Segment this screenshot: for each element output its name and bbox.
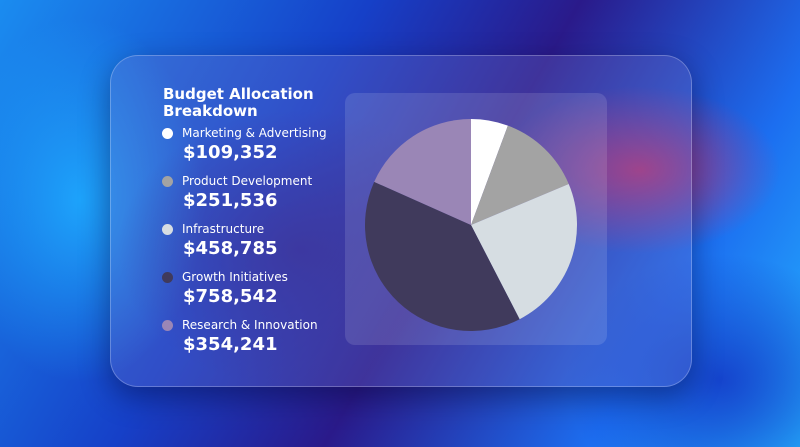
legend-marker bbox=[162, 224, 173, 235]
value-label: $251,536 bbox=[183, 190, 278, 211]
pie-slice bbox=[471, 183, 577, 320]
pie-slice bbox=[374, 119, 471, 225]
pie-slice bbox=[471, 125, 569, 225]
value-label: $458,785 bbox=[183, 238, 278, 259]
legend-label: Infrastructure bbox=[182, 222, 265, 236]
legend-label: Growth Initiatives bbox=[182, 270, 288, 284]
legend-marker bbox=[162, 272, 173, 283]
legend-marker bbox=[162, 176, 173, 187]
legend-label: Marketing & Advertising bbox=[182, 126, 327, 140]
pie-slice bbox=[365, 181, 520, 331]
legend-marker bbox=[162, 320, 173, 331]
pie-slice bbox=[471, 119, 508, 225]
legend-label: Research & Innovation bbox=[182, 318, 318, 332]
legend-label: Product Development bbox=[182, 174, 313, 188]
value-label: $109,352 bbox=[183, 142, 278, 163]
chart-title: Budget Allocation Breakdown bbox=[163, 85, 314, 120]
legend-marker bbox=[162, 128, 173, 139]
value-label: $758,542 bbox=[183, 286, 278, 307]
value-label: $354,241 bbox=[183, 334, 278, 355]
